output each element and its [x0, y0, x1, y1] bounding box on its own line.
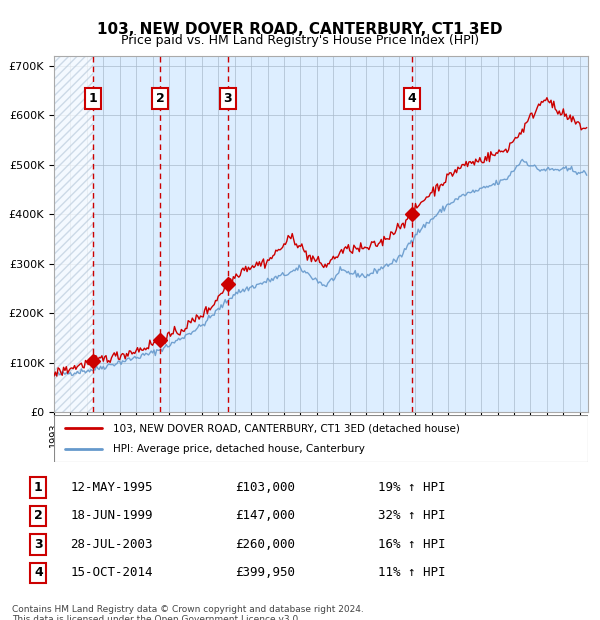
Text: 103, NEW DOVER ROAD, CANTERBURY, CT1 3ED (detached house): 103, NEW DOVER ROAD, CANTERBURY, CT1 3ED…: [113, 423, 460, 433]
Text: 1: 1: [34, 481, 43, 494]
Text: 28-JUL-2003: 28-JUL-2003: [71, 538, 153, 551]
Text: £103,000: £103,000: [235, 481, 295, 494]
Text: 15-OCT-2014: 15-OCT-2014: [71, 567, 153, 579]
Text: Contains HM Land Registry data © Crown copyright and database right 2024.
This d: Contains HM Land Registry data © Crown c…: [12, 604, 364, 620]
Text: 11% ↑ HPI: 11% ↑ HPI: [378, 567, 445, 579]
Text: 2: 2: [156, 92, 164, 105]
Bar: [54, 56, 93, 412]
Text: 18-JUN-1999: 18-JUN-1999: [71, 510, 153, 522]
Text: 12-MAY-1995: 12-MAY-1995: [71, 481, 153, 494]
Text: HPI: Average price, detached house, Canterbury: HPI: Average price, detached house, Cant…: [113, 444, 365, 454]
Text: £399,950: £399,950: [235, 567, 295, 579]
Text: 2: 2: [34, 510, 43, 522]
Text: 103, NEW DOVER ROAD, CANTERBURY, CT1 3ED: 103, NEW DOVER ROAD, CANTERBURY, CT1 3ED: [97, 22, 503, 37]
Text: 4: 4: [34, 567, 43, 579]
Text: £147,000: £147,000: [235, 510, 295, 522]
Text: 4: 4: [407, 92, 416, 105]
Text: Price paid vs. HM Land Registry's House Price Index (HPI): Price paid vs. HM Land Registry's House …: [121, 34, 479, 47]
Text: 16% ↑ HPI: 16% ↑ HPI: [378, 538, 445, 551]
Text: 32% ↑ HPI: 32% ↑ HPI: [378, 510, 445, 522]
Text: 3: 3: [223, 92, 232, 105]
Bar: [54, 56, 93, 412]
Text: 19% ↑ HPI: 19% ↑ HPI: [378, 481, 445, 494]
Text: 1: 1: [88, 92, 97, 105]
Text: 3: 3: [34, 538, 43, 551]
Text: £260,000: £260,000: [235, 538, 295, 551]
